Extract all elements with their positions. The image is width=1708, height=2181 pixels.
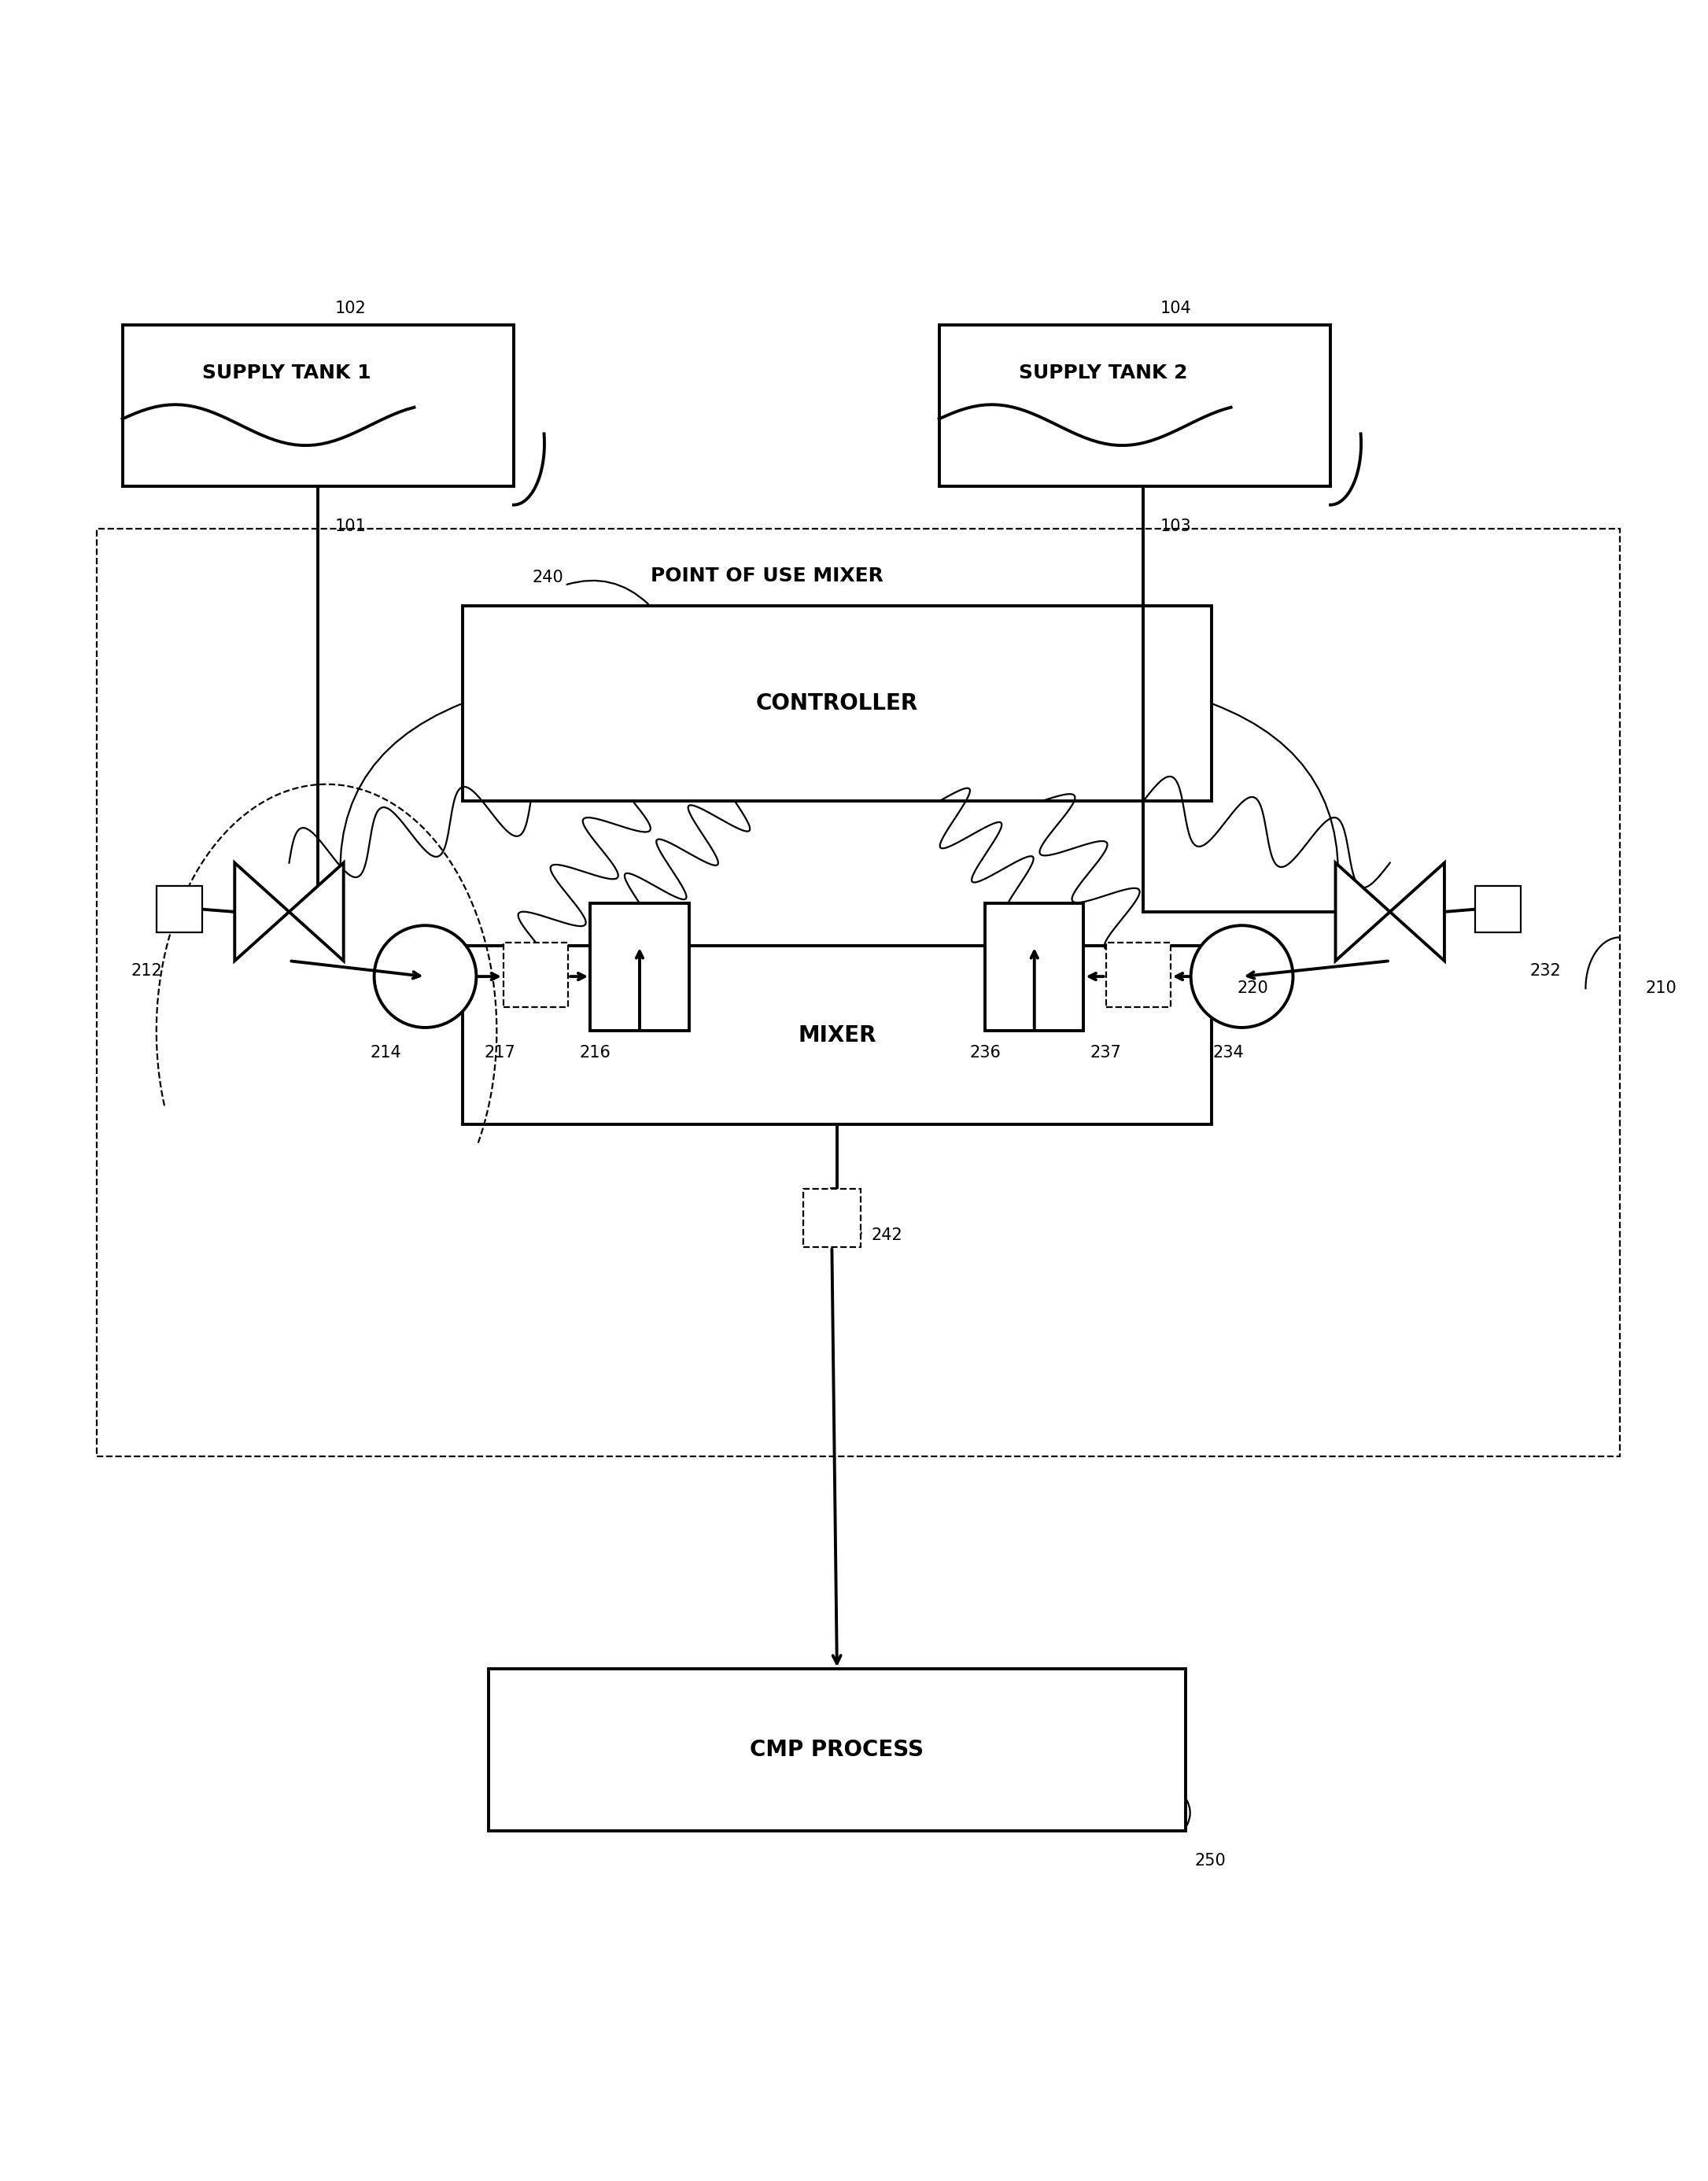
Text: CMP PROCESS: CMP PROCESS [750, 1738, 924, 1760]
Bar [463, 947, 1211, 1125]
Ellipse shape [374, 925, 477, 1027]
Polygon shape [289, 864, 343, 962]
Text: 212: 212 [132, 962, 162, 979]
Text: CONTROLLER: CONTROLLER [757, 691, 919, 715]
Polygon shape [123, 325, 514, 486]
Text: 242: 242 [871, 1228, 902, 1243]
Text: 214: 214 [371, 1045, 401, 1060]
Bar [157, 885, 202, 931]
Text: MIXER: MIXER [798, 1025, 876, 1047]
Text: POINT OF USE MIXER: POINT OF USE MIXER [651, 567, 883, 585]
Bar [1105, 942, 1170, 1008]
Text: SUPPLY TANK 1: SUPPLY TANK 1 [202, 364, 371, 382]
Text: 104: 104 [1160, 301, 1192, 316]
Bar [986, 903, 1083, 1032]
Text: 234: 234 [1213, 1045, 1243, 1060]
Bar [504, 942, 569, 1008]
Polygon shape [1336, 864, 1390, 962]
Text: 232: 232 [1529, 962, 1561, 979]
Polygon shape [234, 864, 289, 962]
Bar [591, 903, 688, 1032]
Text: 240: 240 [533, 569, 564, 585]
Polygon shape [939, 325, 1331, 486]
Text: 103: 103 [1160, 519, 1192, 534]
Bar [803, 1189, 861, 1248]
Text: 250: 250 [1194, 1854, 1226, 1869]
Text: 216: 216 [579, 1045, 611, 1060]
Bar [97, 530, 1619, 1457]
Text: 102: 102 [335, 301, 366, 316]
Ellipse shape [1190, 925, 1293, 1027]
Text: 210: 210 [1645, 981, 1677, 997]
Text: 236: 236 [970, 1045, 1001, 1060]
Text: SUPPLY TANK 2: SUPPLY TANK 2 [1020, 364, 1187, 382]
Text: 217: 217 [485, 1045, 516, 1060]
Text: 101: 101 [335, 519, 366, 534]
Polygon shape [1390, 864, 1445, 962]
Text: 237: 237 [1090, 1045, 1122, 1060]
Bar [1476, 885, 1520, 931]
Bar [488, 1668, 1185, 1830]
Text: 220: 220 [1237, 981, 1267, 997]
Bar [463, 606, 1211, 800]
